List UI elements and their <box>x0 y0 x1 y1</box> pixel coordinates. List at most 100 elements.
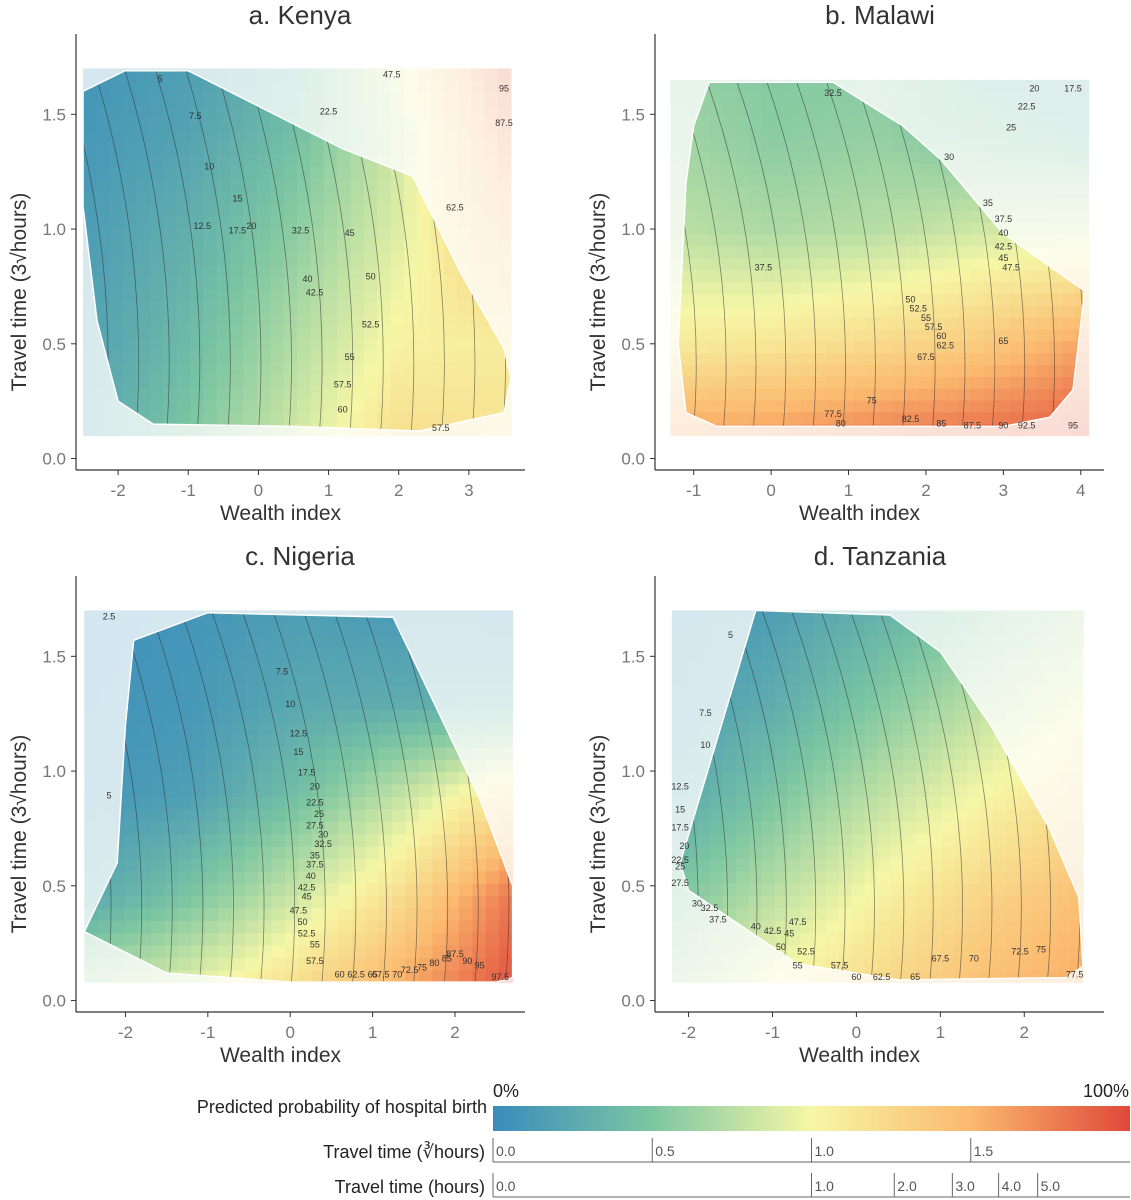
heat-cell <box>176 337 191 351</box>
heat-cell <box>497 264 512 278</box>
heat-cell <box>1023 352 1037 366</box>
heat-cell <box>748 91 763 105</box>
heat-cell <box>696 162 711 176</box>
heat-cell <box>109 70 124 82</box>
heat-cell <box>310 386 325 400</box>
heat-cell <box>892 174 907 188</box>
heat-cell <box>722 364 737 377</box>
heat-cell <box>984 186 998 200</box>
heat-cell <box>997 91 1011 105</box>
heat-cell <box>879 364 894 377</box>
heat-cell <box>390 386 405 400</box>
heat-cell <box>696 234 711 247</box>
heat-cell <box>1049 340 1063 354</box>
heat-cell <box>801 388 815 401</box>
heat-cell <box>866 281 881 294</box>
contour-label: 87.5 <box>495 118 513 128</box>
heat-cell <box>216 252 231 265</box>
heat-cell <box>761 305 776 318</box>
heat-cell <box>270 68 285 82</box>
heat-cell <box>1049 245 1063 259</box>
heat-cell <box>216 117 231 131</box>
heat-cell <box>683 222 698 235</box>
heat-cell <box>190 178 204 192</box>
heat-cell <box>377 349 392 363</box>
heat-cell <box>337 374 352 388</box>
heat-cell <box>190 423 204 437</box>
contour-line <box>215 70 262 431</box>
heat-cell <box>123 117 138 131</box>
heat-cell <box>735 364 750 377</box>
heat-cell <box>163 337 178 351</box>
heat-cell <box>892 293 907 306</box>
heat-cell <box>97 635 112 649</box>
heat-cell <box>827 234 841 247</box>
heat-cell <box>457 68 472 82</box>
heat-cell <box>136 362 151 375</box>
contour-label: 55 <box>345 352 355 362</box>
heat-cell <box>484 117 499 131</box>
heat-cell <box>944 305 959 318</box>
heat-cell <box>774 245 789 259</box>
heat-cell <box>470 68 485 82</box>
heat-cell <box>735 352 750 366</box>
contour-label: 52.5 <box>362 320 380 330</box>
heat-cell <box>163 423 178 437</box>
heat-cell <box>296 386 311 400</box>
heat-cell <box>243 178 258 192</box>
heat-cell <box>484 349 499 363</box>
heat-cell <box>459 622 474 636</box>
heat-cell <box>1062 198 1077 211</box>
heat-cell <box>323 264 338 278</box>
heat-cell <box>497 141 512 155</box>
heat-cell <box>484 337 499 351</box>
heat-cell <box>163 313 178 327</box>
heat-cell <box>203 227 218 241</box>
heat-cell <box>137 610 152 624</box>
heat-cell <box>1049 139 1063 152</box>
heat-cell <box>417 411 432 424</box>
heat-cell <box>840 317 854 330</box>
heat-cell <box>735 222 750 235</box>
heat-cell <box>709 328 724 342</box>
heat-cell <box>761 293 776 306</box>
heat-cell <box>866 162 881 176</box>
heat-cell <box>377 141 392 155</box>
heat-cell <box>814 364 828 377</box>
heat-cell <box>879 234 894 247</box>
heat-cell <box>892 103 907 117</box>
heat-cell <box>1075 222 1090 235</box>
heat-cell <box>696 328 711 342</box>
heat-cell <box>866 234 881 247</box>
heat-cell <box>470 325 485 339</box>
heat-cell <box>918 257 933 271</box>
heat-cell <box>1049 376 1063 389</box>
heat-cell <box>788 115 802 128</box>
heat-cell <box>866 115 881 128</box>
heat-cell <box>430 68 445 82</box>
heat-cell <box>216 154 231 167</box>
heat-cell <box>931 388 946 401</box>
heat-cell <box>814 257 828 271</box>
heat-cell <box>1062 91 1077 105</box>
heat-cell <box>499 759 514 773</box>
heat-cell <box>417 154 432 167</box>
heat-cell <box>866 198 881 211</box>
heat-cell <box>310 276 325 290</box>
heat-cell <box>761 388 776 401</box>
heat-cell <box>892 340 907 354</box>
heat-cell <box>683 423 698 437</box>
heat-cell <box>149 386 164 400</box>
heat-cell <box>459 610 474 624</box>
heat-cell <box>931 376 946 389</box>
heat-cell <box>735 269 750 283</box>
heat-cell <box>997 293 1011 306</box>
heat-cell <box>827 352 841 366</box>
heat-cell <box>484 398 499 412</box>
heat-cell <box>296 178 311 192</box>
heat-cell <box>1062 293 1077 306</box>
heat-cell <box>485 647 500 661</box>
heat-cell <box>256 252 271 265</box>
heat-cell <box>1036 198 1050 211</box>
heat-cell <box>957 257 972 271</box>
